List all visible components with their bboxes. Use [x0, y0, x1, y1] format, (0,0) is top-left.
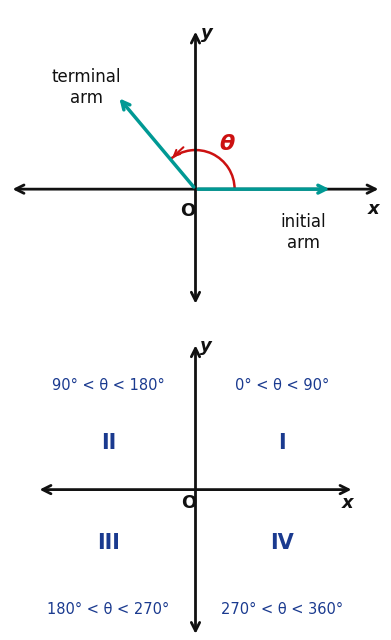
Text: I: I	[278, 433, 286, 453]
Text: O: O	[180, 202, 196, 220]
Text: y: y	[201, 24, 213, 42]
Text: 90° < θ < 180°: 90° < θ < 180°	[52, 378, 165, 394]
Text: initial
arm: initial arm	[280, 212, 326, 252]
Text: 0° < θ < 90°: 0° < θ < 90°	[235, 378, 330, 394]
Text: 270° < θ < 360°: 270° < θ < 360°	[221, 602, 343, 618]
Text: x: x	[368, 200, 379, 218]
Text: 180° < θ < 270°: 180° < θ < 270°	[47, 602, 170, 618]
Text: IV: IV	[271, 533, 294, 553]
Text: x: x	[342, 494, 353, 512]
Text: III: III	[97, 533, 120, 553]
Text: y: y	[200, 337, 212, 355]
Text: terminal
arm: terminal arm	[51, 68, 121, 107]
Text: θ: θ	[219, 134, 235, 154]
Text: O: O	[181, 494, 196, 512]
Text: II: II	[101, 433, 116, 453]
